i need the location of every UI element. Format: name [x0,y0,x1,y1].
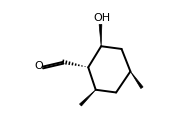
Text: O: O [34,61,43,71]
Text: OH: OH [93,13,110,23]
Polygon shape [130,71,143,89]
Polygon shape [99,24,102,46]
Polygon shape [80,90,96,106]
